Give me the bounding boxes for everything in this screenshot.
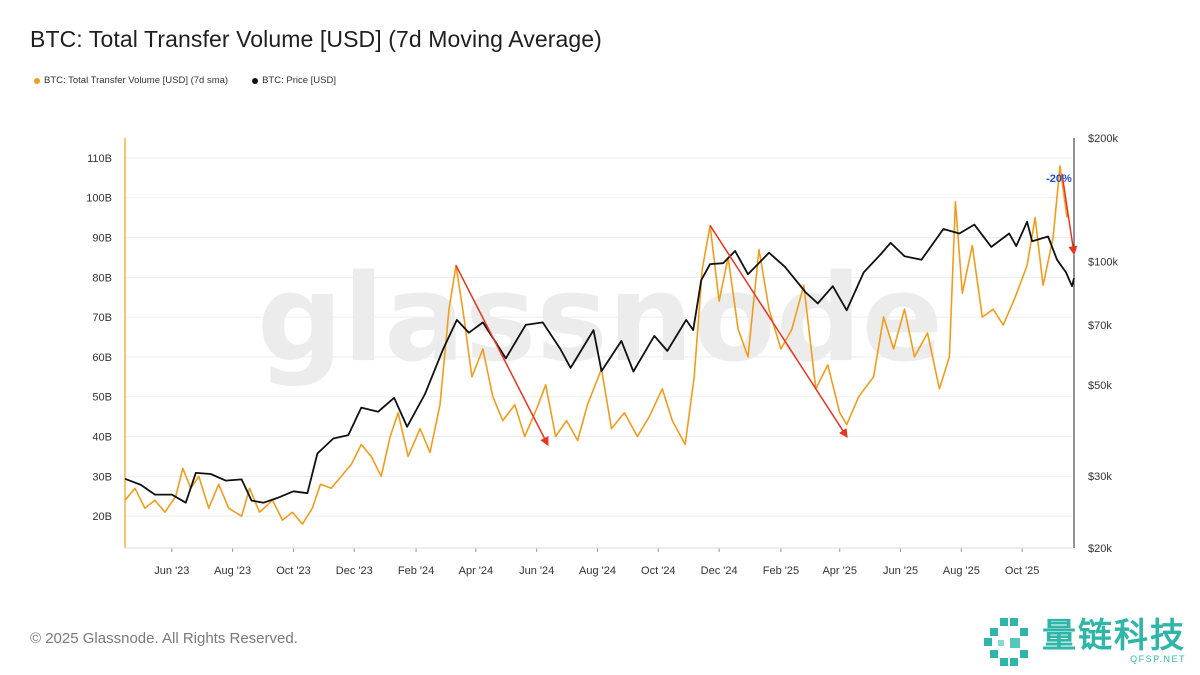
x-tick-label: Apr '24 (459, 565, 494, 577)
qfsp-logo-icon (984, 618, 1028, 666)
series (124, 165, 1075, 525)
trend-arrow (709, 225, 848, 439)
y-left-tick-label: 40B (92, 432, 112, 444)
logo-name: 量链科技 (1042, 615, 1186, 656)
y-right-tick-label: $200k (1088, 133, 1118, 145)
y-left-tick-label: 70B (92, 312, 112, 324)
y-right-tick-label: $70k (1088, 320, 1112, 332)
y-right-tick-label: $30k (1088, 471, 1112, 483)
x-tick-label: Apr '25 (822, 565, 857, 577)
y-left-tick-label: 90B (92, 233, 112, 245)
x-tick-label: Oct '25 (1005, 565, 1040, 577)
y-right-tick-label: $50k (1088, 380, 1112, 392)
chart-area[interactable]: glassnode 20B 30B 40B 50B 60B 70B 80B 90B 100B 11… (0, 0, 1200, 610)
annotation-label: -20% (1046, 173, 1072, 185)
legend-label-price: BTC: Price [USD] (262, 75, 336, 86)
copyright: © 2025 Glassnode. All Rights Reserved. (30, 630, 298, 647)
grid (125, 157, 1072, 517)
axes: 20B 30B 40B 50B 60B 70B 80B 90B 100B 110B $20k $30k… (86, 133, 1118, 577)
legend-dot-price (252, 77, 259, 84)
legend-item-price[interactable]: BTC: Price [USD] (252, 75, 336, 86)
y-left-tick-label: 100B (86, 193, 112, 205)
qfsp-logo: 量链科技 QFSP.NET (980, 612, 1190, 670)
x-tick-label: Feb '24 (398, 565, 434, 577)
x-tick-label: Dec '24 (701, 565, 738, 577)
x-tick-label: Jun '25 (883, 565, 918, 577)
x-tick-label: Aug '23 (214, 565, 251, 577)
y-left-tick-label: 80B (92, 272, 112, 284)
y-left-tick-label: 110B (87, 153, 112, 165)
y-right-tick-label: $20k (1088, 543, 1112, 555)
legend-dot-transfer-volume (34, 77, 40, 84)
y-left-tick-label: 30B (92, 471, 112, 483)
x-tick-label: Jun '23 (154, 565, 189, 577)
legend-label-transfer-volume: BTC: Total Transfer Volume [USD] (7d sma… (44, 75, 229, 86)
y-right-tick-label: $100k (1088, 256, 1118, 268)
series-line-transfer-volume (124, 165, 1068, 525)
x-tick-label: Oct '24 (641, 565, 676, 577)
trend-arrow (1061, 173, 1078, 256)
legend-item-transfer-volume[interactable]: BTC: Total Transfer Volume [USD] (7d sma… (34, 75, 228, 86)
y-left-tick-label: 60B (92, 352, 112, 364)
logo-url: QFSP.NET (1130, 653, 1186, 664)
x-tick-label: Dec '23 (336, 565, 373, 577)
annotations: -20% (455, 173, 1078, 447)
qfsp-logo-text: 量链科技 QFSP.NET (1042, 619, 1186, 664)
x-tick-label: Oct '23 (276, 565, 311, 577)
y-left-tick-label: 50B (92, 392, 112, 404)
x-tick-label: Aug '25 (943, 565, 980, 577)
series-line-price (124, 220, 1075, 504)
legend: BTC: Total Transfer Volume [USD] (7d sma… (34, 75, 336, 86)
y-left-tick-label: 20B (92, 511, 112, 523)
x-tick-label: Aug '24 (579, 565, 616, 577)
x-tick-label: Feb '25 (763, 565, 799, 577)
chart-title: BTC: Total Transfer Volume [USD] (7d Mov… (30, 26, 602, 52)
trend-arrow (455, 265, 549, 447)
watermark: glassnode (257, 250, 943, 389)
x-tick-label: Jun '24 (519, 565, 554, 577)
